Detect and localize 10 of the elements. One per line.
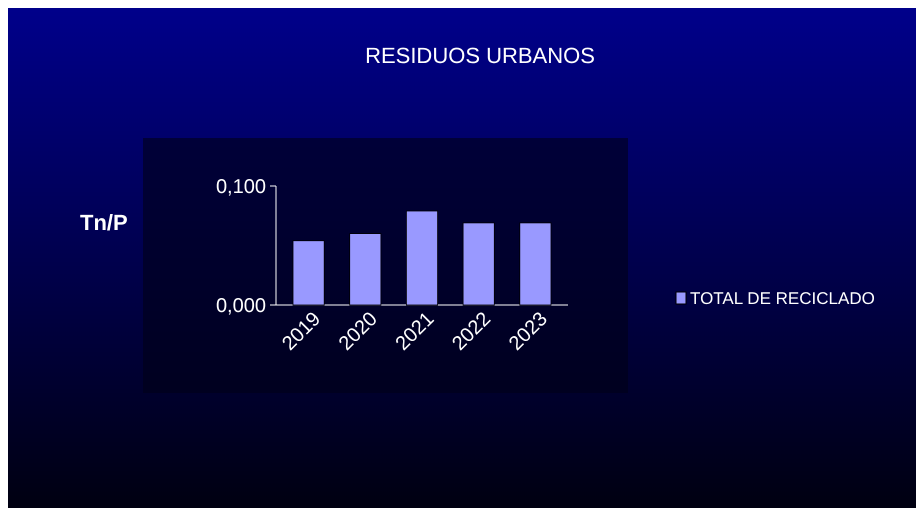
bar — [349, 233, 382, 306]
legend-label: TOTAL DE RECICLADO — [690, 288, 875, 308]
bar — [406, 210, 438, 306]
y-tick-label: 0,000 — [216, 295, 266, 317]
bar — [462, 222, 495, 306]
y-axis-title: Tn/P — [80, 210, 128, 235]
bar — [292, 240, 325, 306]
y-tick-label: 0,100 — [216, 176, 266, 198]
bar — [519, 222, 552, 306]
chart-title: RESIDUOS URBANOS — [365, 43, 595, 68]
